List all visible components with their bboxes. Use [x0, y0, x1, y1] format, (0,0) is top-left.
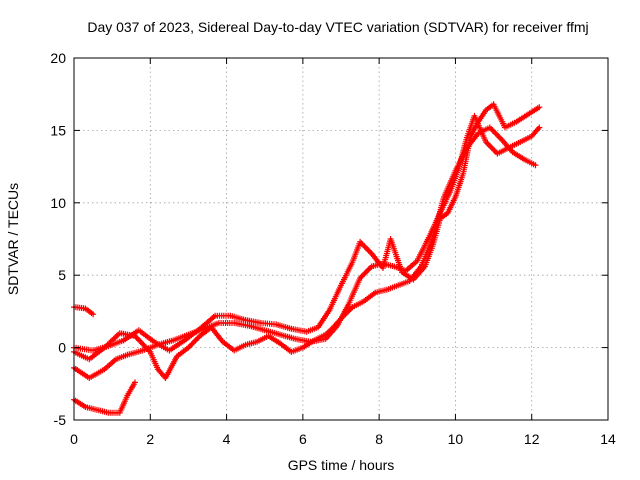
y-tick-label: 20	[50, 50, 66, 66]
y-tick-label: 10	[50, 195, 66, 211]
x-tick-label: 0	[70, 431, 78, 447]
y-tick-label: 15	[50, 122, 66, 138]
chart-title: Day 037 of 2023, Sidereal Day-to-day VTE…	[87, 19, 588, 35]
x-tick-label: 6	[299, 431, 307, 447]
y-tick-label: -5	[54, 412, 67, 428]
x-tick-label: 4	[223, 431, 231, 447]
x-tick-label: 10	[448, 431, 464, 447]
series-track-e	[71, 101, 543, 354]
x-tick-label: 12	[524, 431, 540, 447]
y-tick-label: 5	[58, 267, 66, 283]
x-tick-label: 8	[375, 431, 383, 447]
x-axis-label: GPS time / hours	[288, 457, 395, 473]
y-tick-label: 0	[58, 340, 66, 356]
x-tick-label: 2	[146, 431, 154, 447]
data-series	[71, 101, 543, 416]
plot-frame	[73, 57, 609, 421]
y-axis-label: SDTVAR / TECUs	[5, 183, 21, 295]
grid-lines	[74, 58, 608, 420]
series-track-b	[71, 379, 138, 416]
x-tick-label: 14	[600, 431, 616, 447]
